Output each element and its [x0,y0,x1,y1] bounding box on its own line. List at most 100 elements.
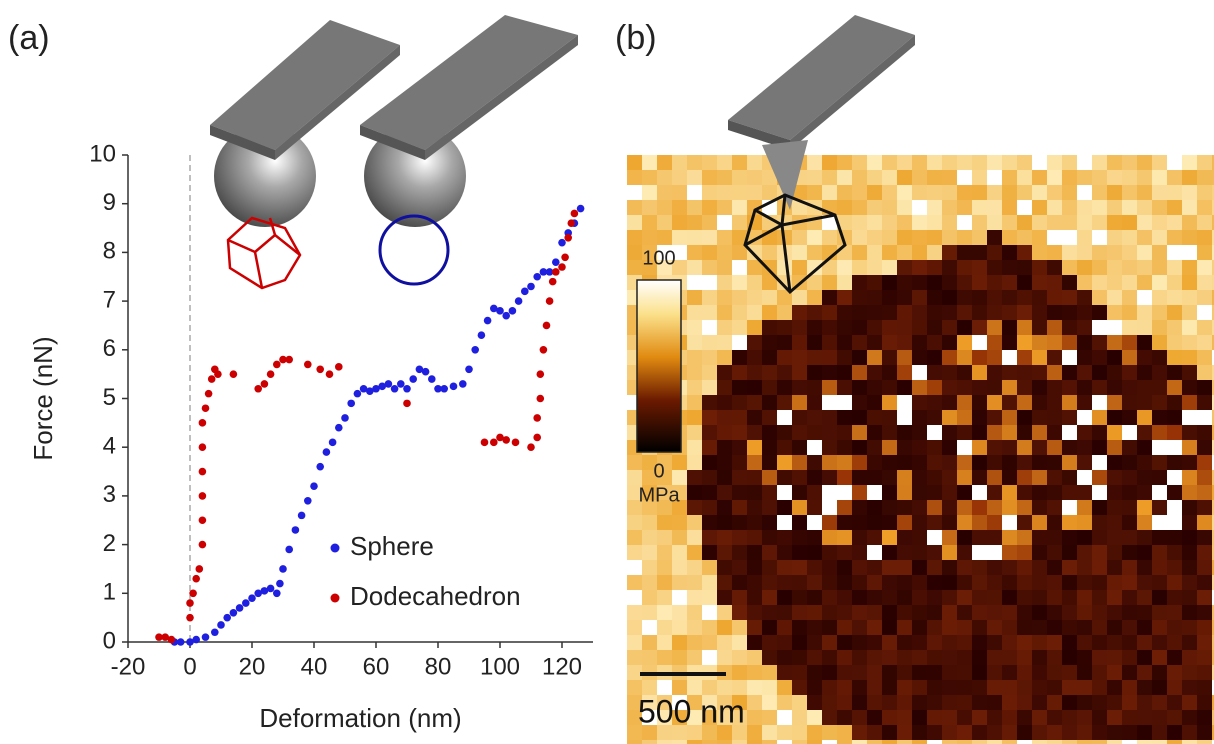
map-cell [1062,425,1078,441]
map-cell [687,560,703,576]
map-cell [792,575,808,591]
map-cell [942,635,958,651]
map-cell [792,470,808,486]
map-cell [1092,185,1108,201]
map-cell [987,185,1003,201]
map-cell [1197,335,1213,351]
map-cell [687,650,703,666]
map-cell [1122,410,1138,426]
map-cell [1002,515,1018,531]
map-cell [1062,215,1078,231]
map-cell [852,155,868,171]
map-cell [657,485,673,501]
map-cell [732,290,748,306]
map-cell [1107,440,1123,456]
map-cell [1062,560,1078,576]
cantilever [360,15,578,150]
map-cell [927,380,943,396]
map-cell [837,575,853,591]
map-cell [852,230,868,246]
map-cell [747,560,763,576]
map-cell [1032,635,1048,651]
map-cell [1197,695,1213,711]
data-point [421,367,430,376]
map-cell [897,320,913,336]
map-cell [1167,530,1183,546]
map-cell [1047,320,1063,336]
map-cell [1092,425,1108,441]
map-cell [927,230,943,246]
map-cell [942,620,958,636]
map-cell [987,440,1003,456]
map-cell [1167,575,1183,591]
map-cell [912,260,928,276]
map-cell [1137,335,1153,351]
map-cell [1167,500,1183,516]
map-cell [912,395,928,411]
map-cell [1122,575,1138,591]
map-cell [852,620,868,636]
map-cell [1092,230,1108,246]
map-cell [1017,365,1033,381]
map-cell [1107,380,1123,396]
map-cell [897,440,913,456]
map-cell [867,740,883,744]
map-cell [777,650,793,666]
map-cell [972,215,988,231]
data-point [260,587,269,595]
map-cell [1017,740,1033,744]
map-cell [972,680,988,696]
map-cell [972,245,988,261]
map-cell [1137,575,1153,591]
map-cell [687,365,703,381]
map-cell [732,530,748,546]
probe-sphere [364,125,466,227]
map-cell [717,395,733,411]
map-cell [702,485,718,501]
data-point [533,433,541,442]
map-cell [702,275,718,291]
map-cell [762,320,778,336]
map-cell [657,710,673,726]
map-cell [882,485,898,501]
map-cell [1002,305,1018,321]
dodecahedron-icon [226,216,302,290]
map-cell [807,470,823,486]
map-cell [1212,740,1214,744]
map-cell [987,485,1003,501]
map-cell [927,260,943,276]
map-cell [822,530,838,546]
map-cell [762,425,778,441]
map-cell [882,680,898,696]
map-cell [1167,740,1183,744]
map-cell [1092,575,1108,591]
map-cell [1077,470,1093,486]
map-cell [837,440,853,456]
colorbar-gradient [636,279,682,453]
map-cell [1047,695,1063,711]
map-cell [732,485,748,501]
map-cell [882,665,898,681]
map-cell [762,470,778,486]
map-cell [987,425,1003,441]
map-cell [642,635,658,651]
map-cell [807,710,823,726]
map-cell [657,575,673,591]
map-cell [1002,185,1018,201]
map-cell [1197,710,1213,726]
map-cell [1182,695,1198,711]
map-cell [1062,725,1078,741]
map-cell [837,620,853,636]
map-cell [882,275,898,291]
map-cell [1197,485,1213,501]
map-cell [1017,575,1033,591]
map-cell [1137,170,1153,186]
map-cell [792,590,808,606]
map-cell [942,155,958,171]
map-cell [1047,365,1063,381]
map-cell [1137,545,1153,561]
cantilever-side [275,45,400,160]
map-cell [702,215,718,231]
x-axis-label: Deformation (nm) [259,703,461,733]
